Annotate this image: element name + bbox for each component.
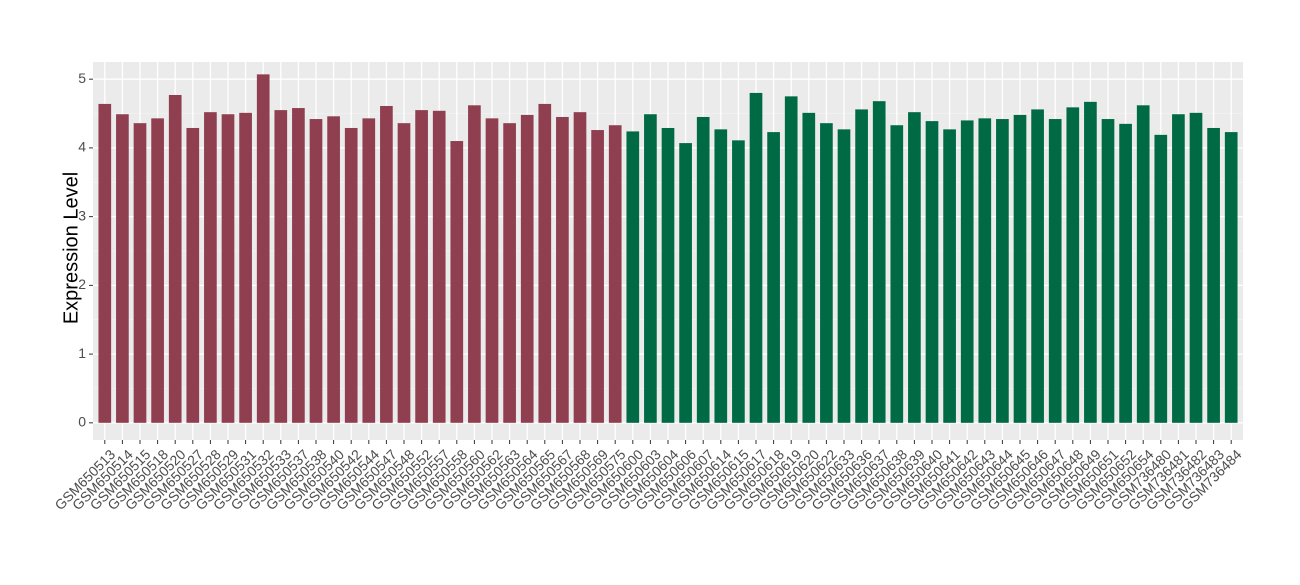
- bar: [925, 121, 939, 423]
- bar: [116, 114, 129, 423]
- bar: [679, 143, 692, 423]
- bar: [327, 116, 340, 423]
- bar: [749, 92, 763, 423]
- bar: [996, 119, 1009, 423]
- bar: [960, 120, 974, 423]
- bar: [397, 123, 411, 423]
- bar: [732, 140, 745, 423]
- bar: [520, 114, 534, 423]
- bar: [820, 123, 833, 423]
- bar: [450, 141, 464, 423]
- bar: [186, 127, 200, 423]
- bar: [503, 123, 516, 423]
- bar: [1048, 119, 1062, 423]
- bar: [802, 112, 816, 423]
- bar: [714, 129, 728, 423]
- bar: [767, 132, 780, 423]
- bar: [696, 116, 710, 423]
- bar: [204, 112, 217, 423]
- bar: [1066, 107, 1080, 423]
- bar: [468, 105, 481, 423]
- bar: [591, 130, 604, 423]
- bar: [1031, 109, 1044, 423]
- bar: [908, 112, 921, 423]
- bar: [485, 118, 499, 423]
- y-tick-label: 3: [78, 207, 86, 223]
- bar: [1154, 134, 1168, 423]
- bar: [274, 110, 288, 423]
- bar: [256, 74, 270, 423]
- bar: [362, 118, 376, 423]
- bar: [784, 96, 798, 423]
- bar: [608, 125, 622, 423]
- bar: [943, 129, 956, 423]
- y-axis-label: Expression Level: [60, 172, 82, 324]
- bar: [1224, 132, 1238, 423]
- bar: [221, 114, 235, 423]
- bar: [380, 105, 393, 423]
- y-tick-label: 5: [78, 70, 86, 86]
- bar: [432, 110, 446, 423]
- bar: [1084, 101, 1097, 423]
- bar: [309, 119, 323, 423]
- bar: [133, 123, 147, 423]
- bar: [239, 112, 252, 423]
- y-tick-label: 4: [78, 139, 86, 155]
- bar: [538, 103, 552, 423]
- bar: [98, 103, 112, 423]
- bar: [344, 127, 358, 423]
- bar: [890, 125, 904, 423]
- y-tick-label: 0: [78, 414, 86, 430]
- bar: [168, 94, 182, 423]
- bar: [855, 109, 868, 423]
- y-tick-label: 1: [78, 345, 86, 361]
- bar: [1119, 123, 1132, 423]
- bar: [1172, 114, 1185, 423]
- bar: [872, 101, 886, 423]
- bar: [1189, 112, 1203, 423]
- y-tick-label: 2: [78, 276, 86, 292]
- bar: [1207, 127, 1220, 423]
- bar: [1136, 105, 1150, 423]
- bar: [837, 129, 851, 423]
- bar: [415, 110, 428, 423]
- bar: [644, 114, 657, 423]
- bar: [626, 131, 640, 423]
- bar: [151, 118, 164, 423]
- bar: [292, 108, 305, 423]
- bar: [1013, 114, 1027, 423]
- bar: [661, 127, 675, 423]
- bar: [556, 116, 569, 423]
- bar: [573, 112, 587, 423]
- bar: [978, 118, 992, 423]
- bar: [1101, 119, 1115, 423]
